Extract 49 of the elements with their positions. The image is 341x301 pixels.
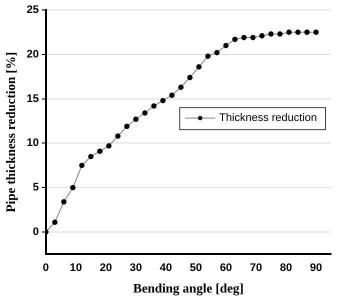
point (223, 42, 229, 48)
point (70, 184, 76, 190)
x-tick-label: 50 (190, 262, 202, 274)
point (259, 33, 265, 38)
y-tick-label: 15 (26, 92, 39, 105)
point (115, 133, 121, 139)
y-tick-label: 20 (26, 48, 39, 60)
x-tick-label: 70 (250, 262, 262, 274)
x-tick-label: 10 (70, 262, 82, 274)
y-tick-label: 25 (26, 4, 39, 16)
y-tick-label: 0 (32, 226, 39, 238)
point (124, 124, 130, 130)
point (88, 154, 94, 160)
point (196, 64, 202, 70)
point (232, 36, 238, 42)
point (277, 31, 283, 37)
point (151, 103, 157, 109)
y-axis-title: Pipe thickness reduction [%] (3, 52, 18, 212)
point (52, 220, 58, 225)
point (160, 98, 166, 104)
point (79, 162, 85, 168)
point (178, 84, 184, 90)
x-tick-label: 90 (310, 262, 322, 274)
x-tick-label: 30 (130, 262, 142, 274)
point (295, 30, 301, 35)
point (61, 199, 67, 205)
y-tick-label: 5 (32, 182, 39, 194)
point (304, 30, 310, 35)
x-tick-label: 20 (100, 262, 112, 274)
point (106, 143, 112, 149)
x-axis-title: Bending angle [deg] (133, 280, 244, 296)
point (214, 50, 220, 56)
point (313, 30, 319, 35)
point (268, 31, 274, 37)
x-tick-label: 40 (160, 262, 172, 274)
x-tick-label: 60 (220, 262, 232, 274)
point (169, 92, 175, 98)
point (133, 116, 139, 122)
point (205, 53, 211, 59)
x-tick-label: 80 (280, 262, 292, 274)
legend-label: Thickness reduction (219, 112, 318, 124)
point (187, 74, 193, 80)
point (241, 34, 247, 40)
point (142, 110, 148, 116)
y-tick-label: 10 (26, 137, 39, 150)
point (250, 34, 256, 40)
x-tick-label: 0 (42, 262, 49, 274)
point (97, 148, 103, 154)
point (286, 30, 292, 35)
